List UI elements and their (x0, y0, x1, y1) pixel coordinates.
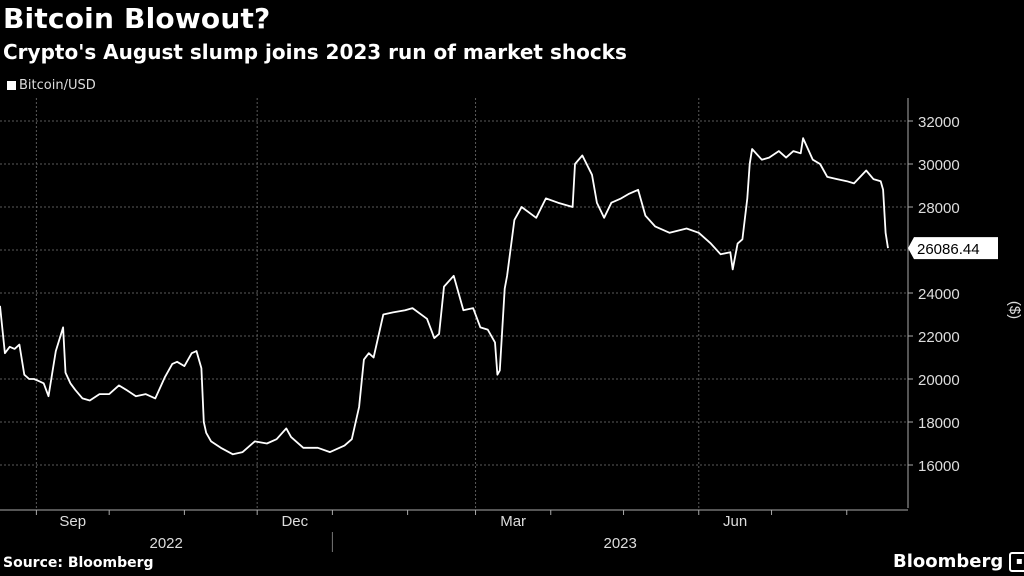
series-line-bitcoin (0, 137, 889, 456)
chart-title: Bitcoin Blowout? (3, 2, 271, 35)
bloomberg-terminal-icon: ▪ (1009, 551, 1024, 572)
y-tick-label: 22000 (918, 329, 960, 346)
y-axis: 1600018000200002200024000260002800030000… (907, 98, 1023, 508)
legend-swatch (7, 81, 16, 90)
y-tick-label: 30000 (918, 157, 960, 174)
source-note: Source: Bloomberg (3, 555, 154, 571)
y-tick-label: 16000 (918, 458, 960, 475)
x-tick-label: Dec (281, 513, 308, 530)
y-tick-label: 18000 (918, 415, 960, 432)
last-value-marker: 26086.44 (908, 237, 998, 260)
last-value-label: 26086.44 (917, 241, 980, 258)
y-tick-label: 28000 (918, 200, 960, 217)
x-year-label: 2023 (604, 535, 637, 552)
y-tick-label: 32000 (918, 114, 960, 131)
x-tick-label: Jun (723, 513, 747, 530)
y-unit-label: ($) (1006, 301, 1023, 319)
x-axis: Sep Dec Mar Jun 2022 2023 (0, 509, 908, 552)
chart-subtitle: Crypto's August slump joins 2023 run of … (3, 40, 627, 64)
x-tick-label: Sep (59, 513, 86, 530)
y-tick-label: 20000 (918, 372, 960, 389)
x-tick-label: Mar (500, 513, 526, 530)
gridlines (0, 98, 908, 508)
brand-logo: Bloomberg ▪ (893, 551, 1024, 572)
x-year-label: 2022 (150, 535, 183, 552)
y-tick-label: 24000 (918, 286, 960, 303)
last-value-box (908, 237, 998, 260)
legend: Bitcoin/USD (7, 78, 96, 93)
brand-name: Bloomberg (893, 551, 1004, 572)
legend-label: Bitcoin/USD (19, 78, 96, 93)
